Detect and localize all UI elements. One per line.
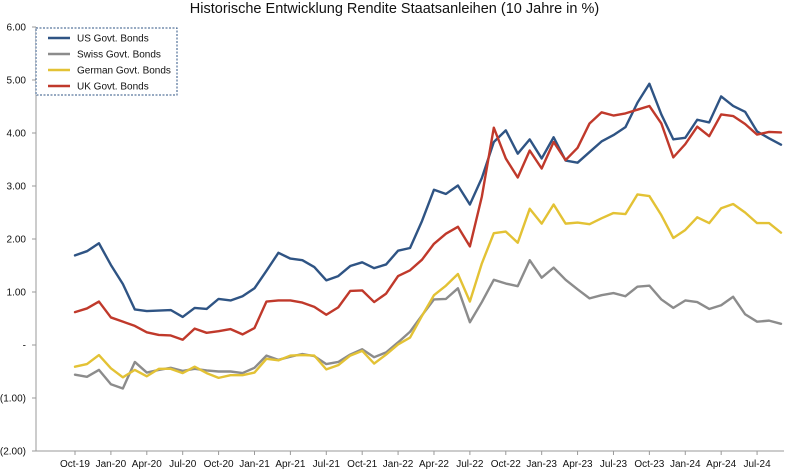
y-tick-label: 5.00 — [7, 76, 27, 87]
x-tick-label: Oct-22 — [491, 459, 521, 469]
x-tick-label: Apr-21 — [275, 459, 305, 469]
y-tick-label: 6.00 — [7, 23, 27, 34]
x-tick-label: Jan-21 — [239, 459, 270, 469]
y-tick-label: 3.00 — [7, 182, 27, 193]
series-us-govt-bonds — [73, 82, 783, 319]
y-tick-label: (2.00) — [0, 447, 26, 458]
x-tick-label: Apr-23 — [563, 459, 593, 469]
x-tick-label: Apr-22 — [419, 459, 449, 469]
series-layer — [73, 82, 783, 390]
x-tick-label: Oct-21 — [347, 459, 377, 469]
x-tick-label: Apr-20 — [132, 459, 162, 469]
series-uk-govt-bonds — [73, 104, 783, 341]
x-tick-label: Jan-20 — [96, 459, 127, 469]
chart-title: Historische Entwicklung Rendite Staatsan… — [189, 1, 600, 17]
y-tick-label: (1.00) — [0, 394, 26, 405]
x-tick-label: Jan-23 — [526, 459, 557, 469]
x-tick-label: Jan-24 — [670, 459, 701, 469]
x-tick-label: Oct-19 — [60, 459, 90, 469]
series-line — [73, 259, 783, 390]
y-tick-label: 2.00 — [7, 235, 27, 246]
x-tick-label: Jul-23 — [600, 459, 628, 469]
series-line — [73, 193, 783, 380]
x-tick-label: Oct-23 — [634, 459, 664, 469]
x-tick-label: Jul-24 — [743, 459, 771, 469]
legend: US Govt. Bonds Swiss Govt. Bonds German Go… — [35, 27, 178, 96]
x-tick-label: Apr-24 — [706, 459, 736, 469]
x-tick-label: Jul-21 — [313, 459, 341, 469]
y-tick-label: 1.00 — [7, 288, 27, 299]
series-german-govt-bonds — [73, 193, 783, 380]
x-tick-label: Jul-20 — [169, 459, 197, 469]
series-line — [73, 104, 783, 341]
y-axis-ticks: 6.00 5.00 4.00 3.00 2.00 1.00 - (1.00) (2.00) — [0, 23, 36, 458]
x-tick-label: Jul-22 — [456, 459, 484, 469]
x-tick-label: Oct-20 — [204, 459, 234, 469]
legend-label: UK Govt. Bonds — [77, 82, 149, 93]
x-axis-ticks: Oct-19 Jan-20 Apr-20 Jul-20 Oct-20 Jan-21 Apr-… — [60, 451, 771, 469]
y-tick-label: - — [23, 341, 26, 352]
series-line — [73, 82, 783, 319]
y-tick-label: 4.00 — [7, 129, 27, 140]
x-tick-label: Jan-22 — [383, 459, 414, 469]
series-swiss-govt-bonds — [73, 259, 783, 390]
legend-label: German Govt. Bonds — [77, 66, 171, 77]
legend-label: US Govt. Bonds — [77, 34, 149, 45]
legend-label: Swiss Govt. Bonds — [77, 50, 161, 61]
